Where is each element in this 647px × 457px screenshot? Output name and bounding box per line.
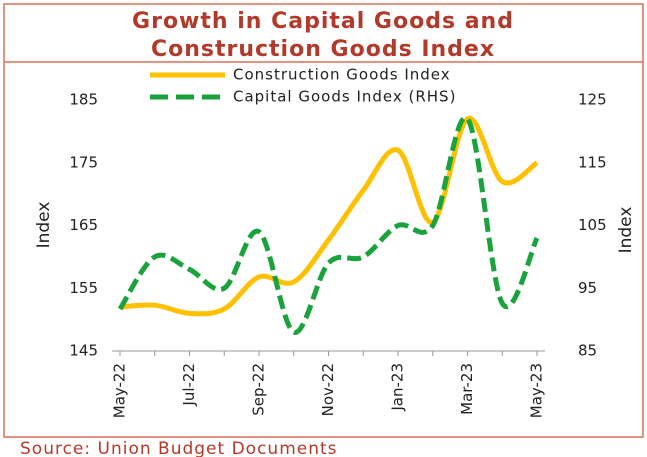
legend-label: Construction Goods Index <box>233 66 451 84</box>
series-line <box>117 115 540 335</box>
y-tick-label: 175 <box>69 153 98 171</box>
y2-tick-label: 95 <box>578 279 597 297</box>
x-tick-label: Jan-23 <box>389 363 407 412</box>
y2-tick-label: 105 <box>578 216 607 234</box>
y2-tick-label: 125 <box>578 91 607 109</box>
y-tick-label: 155 <box>69 279 98 297</box>
y2-axis-label: Index <box>616 207 636 254</box>
x-tick-label: Jul-22 <box>180 363 198 407</box>
y-tick-label: 145 <box>69 342 98 360</box>
legend-label: Capital Goods Index (RHS) <box>233 88 456 106</box>
y2-tick-label: 85 <box>578 342 597 360</box>
series-line <box>119 116 539 317</box>
x-tick-label: May-22 <box>111 363 129 418</box>
frame <box>3 3 644 438</box>
x-tick-label: May-23 <box>528 363 546 418</box>
y-axis-label: Index <box>34 202 54 249</box>
source: Source: Union Budget Documents <box>20 439 338 457</box>
x-tick-label: Sep-22 <box>250 363 268 416</box>
x-tick-label: Mar-23 <box>458 363 476 415</box>
y-tick-label: 165 <box>69 216 98 234</box>
chart-title: Growth in Capital Goods and Construction … <box>132 9 514 62</box>
y2-tick-label: 115 <box>578 153 607 171</box>
x-tick-label: Nov-22 <box>319 363 337 416</box>
y-tick-label: 185 <box>69 91 98 109</box>
